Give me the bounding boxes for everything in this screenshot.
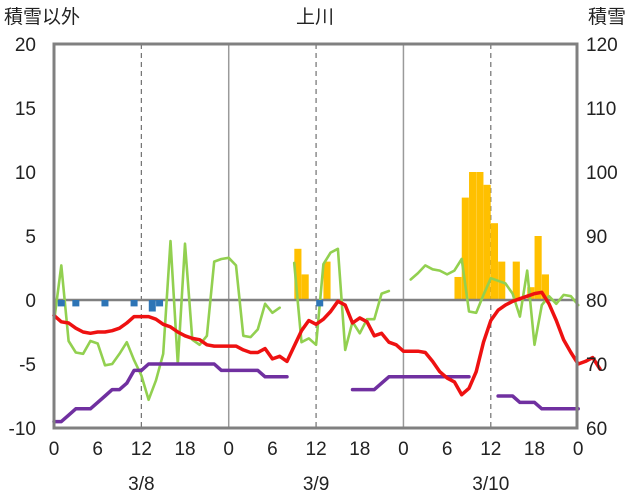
precip-bar — [483, 184, 491, 300]
date-label: 3/10 — [472, 474, 509, 495]
right-y-tick-label: 70 — [586, 355, 607, 376]
x-tick-label: 0 — [398, 439, 409, 460]
right-y-tick-label: 80 — [586, 291, 607, 312]
x-tick-label: 6 — [92, 439, 103, 460]
precip-bar — [534, 236, 542, 300]
date-labels: 3/8 3/9 3/10 — [128, 474, 509, 495]
x-tick-label: 18 — [524, 439, 545, 460]
purple-series-line — [52, 362, 289, 424]
right-y-tick-label: 90 — [586, 227, 607, 248]
x-tick-label: 6 — [442, 439, 453, 460]
blue-mark — [130, 300, 138, 307]
x-tick-label: 18 — [174, 439, 195, 460]
left-y-tick-label: 0 — [25, 291, 36, 312]
date-label: 3/9 — [303, 474, 329, 495]
left-axis-title: 積雪以外 — [4, 7, 81, 28]
x-tick-label: 0 — [223, 439, 234, 460]
left-y-tick-label: 15 — [15, 99, 36, 120]
x-ticks: 0 6 12 18 0 6 12 18 0 6 12 18 0 — [49, 439, 584, 460]
precip-bar — [301, 274, 309, 300]
purple-series-line — [350, 375, 471, 392]
right-y-ticks: 120 110 100 90 80 70 60 — [586, 35, 618, 440]
series-lines — [52, 239, 602, 424]
left-y-tick-label: 20 — [15, 35, 36, 56]
precip-bar — [490, 223, 499, 300]
x-tick-label: 0 — [573, 439, 584, 460]
blue-mark — [148, 300, 156, 312]
blue-mark — [316, 300, 324, 307]
precip-bar — [512, 261, 520, 300]
x-tick-label: 12 — [480, 439, 501, 460]
green-series-line — [52, 239, 282, 402]
left-y-ticks: 20 15 10 5 0 -5 -10 — [9, 35, 36, 440]
right-axis-title: 積雪 — [588, 7, 627, 28]
x-tick-label: 6 — [267, 439, 278, 460]
right-y-tick-label: 60 — [586, 419, 607, 440]
left-y-tick-label: 5 — [25, 227, 36, 248]
blue-marks — [57, 300, 324, 312]
purple-series-line — [496, 394, 580, 411]
left-y-tick-label: -5 — [19, 355, 36, 376]
blue-mark — [72, 300, 80, 307]
grid-lines — [140, 44, 492, 428]
left-y-tick-label: -10 — [9, 419, 36, 440]
x-tick-label: 18 — [349, 439, 370, 460]
right-y-tick-label: 120 — [586, 35, 618, 56]
precip-bar — [461, 197, 469, 300]
date-label: 3/8 — [128, 474, 154, 495]
precip-bar — [469, 172, 477, 300]
x-tick-label: 12 — [306, 439, 327, 460]
right-y-tick-label: 110 — [586, 99, 616, 120]
green-series-line — [409, 257, 580, 347]
blue-mark — [57, 300, 65, 307]
red-series-line — [52, 290, 602, 397]
blue-mark — [156, 300, 164, 307]
precip-bar — [454, 276, 462, 300]
blue-mark — [101, 300, 109, 307]
plot-frame — [52, 42, 579, 430]
right-y-tick-label: 100 — [586, 163, 618, 184]
precip-bar — [323, 261, 331, 300]
left-y-tick-label: 10 — [15, 163, 36, 184]
green-series-line — [292, 247, 391, 352]
precip-bars — [294, 172, 549, 300]
x-tick-label: 0 — [49, 439, 60, 460]
x-tick-label: 12 — [131, 439, 152, 460]
precip-bar — [476, 172, 484, 300]
station-title: 上川 — [296, 7, 335, 28]
precip-bar — [541, 274, 549, 300]
precip-bar — [294, 248, 302, 300]
